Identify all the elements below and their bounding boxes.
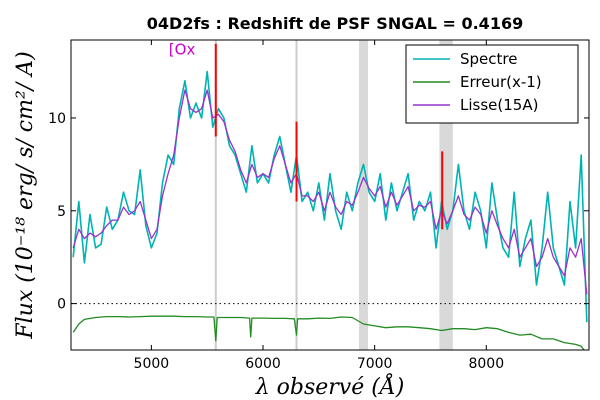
x-tick-label: 8000	[468, 356, 504, 372]
legend-label-2: Lisse(15A)	[460, 96, 538, 114]
emission-markers	[214, 43, 444, 230]
x-tick-label: 6000	[245, 356, 281, 372]
legend-box	[405, 44, 579, 124]
legend: Spectre Erreur(x-1) Lisse(15A)	[405, 44, 579, 124]
telluric-band-0	[359, 40, 368, 350]
y-tick-label: 0	[57, 297, 66, 313]
series-line-1	[72, 315, 585, 350]
y-axis: 0 5 10	[48, 111, 589, 313]
oxygen-line-annotation: [Ox	[169, 41, 196, 59]
chart-title: 04D2fs : Redshift de PSF SNGAL = 0.4169	[147, 14, 523, 33]
legend-label-1: Erreur(x-1)	[460, 73, 542, 91]
x-tick-label: 7000	[357, 356, 393, 372]
y-axis-label: Flux (10⁻¹⁸ erg/ s/ cm²/ A)	[13, 51, 38, 339]
x-tick-label: 5000	[134, 356, 170, 372]
y-tick-label: 10	[48, 111, 66, 127]
legend-label-0: Spectre	[460, 50, 517, 68]
series-layer	[72, 70, 588, 350]
x-axis-label: λ observé (Å)	[255, 372, 405, 400]
plot-frame	[70, 39, 590, 351]
x-axis: 5000 6000 7000 8000	[134, 40, 504, 372]
y-tick-label: 5	[57, 204, 66, 220]
series-line-2	[72, 89, 588, 295]
